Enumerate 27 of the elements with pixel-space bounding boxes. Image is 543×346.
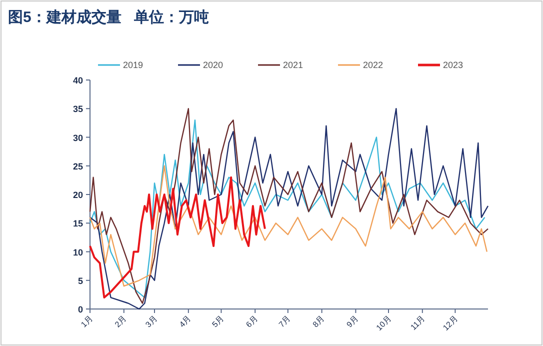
y-tick-label: 5 [78,276,83,286]
y-tick-label: 25 [72,161,83,172]
x-tick-label: 2月 [113,314,128,330]
y-tick-label: 40 [72,76,83,86]
y-tick-label: 0 [78,304,83,314]
x-tick-label: 8月 [311,314,326,330]
x-tick-label: 9月 [344,314,360,330]
x-tick-label: 6月 [244,314,260,330]
y-tick-label: 15 [72,218,83,229]
y-tick-label: 35 [72,104,83,114]
x-tick-label: 11月 [408,314,427,332]
x-tick-label: 4月 [178,314,193,330]
legend-label: 2023 [443,60,464,70]
legend-label: 2021 [283,60,304,70]
x-tick-label: 7月 [277,314,292,330]
x-tick-label: 5月 [210,314,226,330]
legend-label: 2022 [363,60,384,70]
y-tick-label: 30 [72,132,83,143]
legend-label: 2019 [123,60,144,70]
x-tick-label: 10月 [374,314,393,332]
y-tick-label: 10 [72,247,83,258]
x-tick-label: 1月 [79,314,94,330]
x-tick-label: 3月 [144,314,159,330]
chart-title: 图5：建材成交量 单位：万吨 [8,8,209,26]
x-tick-label: 12月 [441,314,460,332]
y-tick-label: 20 [72,190,83,200]
legend-label: 2020 [203,60,224,70]
